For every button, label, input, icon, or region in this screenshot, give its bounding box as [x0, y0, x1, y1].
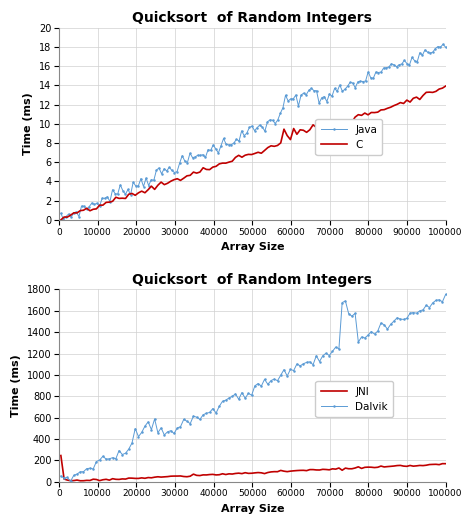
Dalvik: [327, 352, 332, 359]
X-axis label: Array Size: Array Size: [220, 504, 284, 514]
Line: Dalvik: Dalvik: [60, 293, 447, 482]
JNI: [365, 464, 371, 470]
JNI: [77, 478, 83, 484]
Java: [187, 150, 193, 156]
Java: [443, 44, 448, 50]
Java: [262, 128, 268, 134]
C: [362, 110, 368, 116]
JNI: [142, 475, 148, 481]
C: [139, 188, 145, 194]
Java: [61, 216, 66, 223]
Y-axis label: Time (ms): Time (ms): [23, 92, 33, 155]
Line: Java: Java: [60, 43, 447, 220]
Java: [327, 91, 332, 97]
C: [162, 182, 167, 188]
JNI: [274, 468, 280, 475]
Dalvik: [142, 423, 148, 429]
Dalvik: [365, 332, 371, 338]
JNI: [443, 460, 448, 467]
C: [323, 126, 329, 132]
Y-axis label: Time (ms): Time (ms): [11, 354, 21, 417]
Dalvik: [68, 478, 73, 484]
Dalvik: [165, 428, 171, 435]
Legend: Java, C: Java, C: [316, 119, 382, 155]
Line: JNI: JNI: [61, 456, 446, 481]
JNI: [165, 474, 171, 480]
Dalvik: [433, 297, 439, 303]
Dalvik: [58, 473, 64, 479]
Java: [213, 146, 219, 152]
JNI: [433, 461, 439, 467]
Java: [440, 41, 446, 47]
Java: [277, 110, 283, 117]
Java: [378, 69, 384, 75]
Dalvik: [274, 377, 280, 384]
C: [58, 217, 64, 223]
Java: [58, 210, 64, 216]
JNI: [327, 467, 332, 473]
Legend: JNI, Dalvik: JNI, Dalvik: [316, 381, 393, 417]
Dalvik: [443, 291, 448, 298]
Title: Quicksort  of Random Integers: Quicksort of Random Integers: [132, 11, 372, 25]
Title: Quicksort  of Random Integers: Quicksort of Random Integers: [132, 273, 372, 287]
C: [443, 83, 448, 89]
Line: C: C: [61, 86, 446, 220]
X-axis label: Array Size: Array Size: [220, 242, 284, 252]
C: [272, 143, 277, 150]
JNI: [58, 453, 64, 459]
C: [430, 89, 436, 96]
